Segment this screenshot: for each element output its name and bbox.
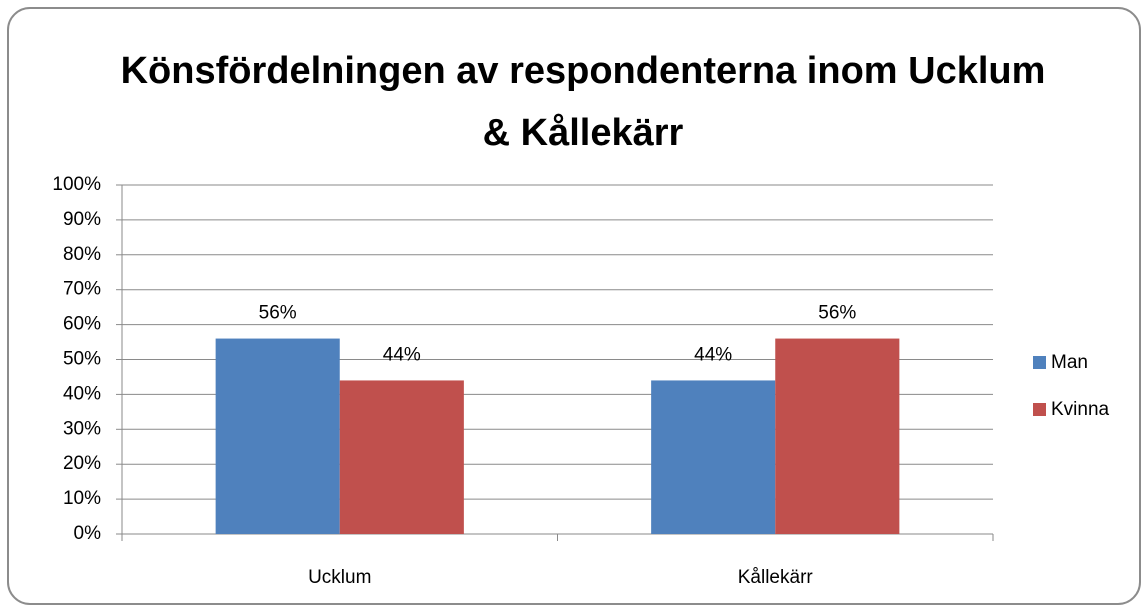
chart-title: Könsfördelningen av respondenterna inom … bbox=[120, 50, 1046, 154]
y-tick-label: 60% bbox=[63, 314, 101, 335]
bar bbox=[215, 338, 340, 534]
y-tick-label: 10% bbox=[63, 488, 101, 509]
y-tick-label: 100% bbox=[52, 174, 101, 195]
legend-label: Man bbox=[1051, 352, 1088, 373]
bar bbox=[651, 380, 776, 534]
y-tick-label: 0% bbox=[74, 523, 102, 544]
bar bbox=[775, 338, 900, 534]
legend-swatch bbox=[1033, 403, 1046, 416]
x-tick-label: Ucklum bbox=[308, 567, 371, 588]
value-label: 56% bbox=[818, 303, 856, 324]
y-tick-label: 90% bbox=[63, 209, 101, 230]
y-tick-label: 80% bbox=[63, 244, 101, 265]
legend-swatch bbox=[1033, 356, 1046, 369]
y-tick-label: 30% bbox=[63, 418, 101, 439]
y-tick-label: 50% bbox=[63, 349, 101, 370]
value-label: 44% bbox=[694, 344, 732, 365]
y-tick-label: 70% bbox=[63, 279, 101, 300]
y-tick-label: 40% bbox=[63, 383, 101, 404]
y-tick-label: 20% bbox=[63, 453, 101, 474]
value-label: 44% bbox=[383, 344, 421, 365]
legend-label: Kvinna bbox=[1051, 399, 1110, 420]
x-tick-label: Kållekärr bbox=[738, 567, 814, 588]
value-label: 56% bbox=[259, 303, 297, 324]
bar bbox=[339, 380, 464, 534]
